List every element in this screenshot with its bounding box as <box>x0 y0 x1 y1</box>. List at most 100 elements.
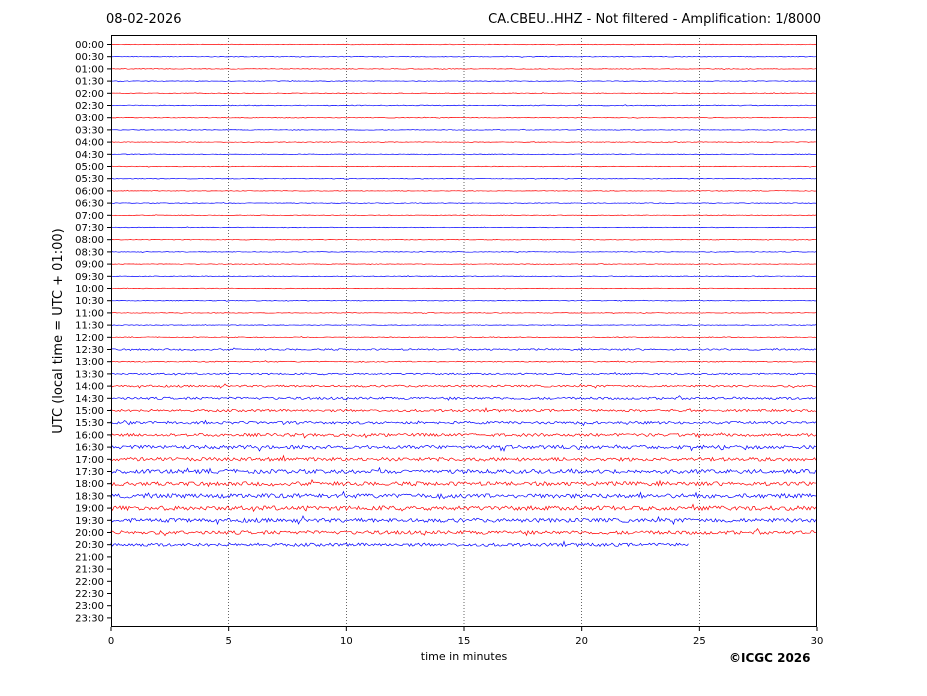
y-tick-label: 17:30 <box>75 467 104 478</box>
y-tick-label: 14:30 <box>75 394 104 405</box>
y-tick-label: 13:30 <box>75 369 104 380</box>
seismic-trace <box>110 490 817 500</box>
seismic-trace <box>110 347 817 352</box>
y-tick-label: 09:30 <box>75 272 104 283</box>
y-tick-label: 20:00 <box>75 528 104 539</box>
seismic-trace <box>110 432 817 439</box>
y-tick-label: 06:00 <box>75 186 104 197</box>
seismic-trace <box>110 324 817 326</box>
y-tick-label: 19:00 <box>75 504 104 515</box>
seismic-trace <box>110 395 817 401</box>
x-tick-label: 5 <box>225 636 231 647</box>
x-tick-label: 25 <box>693 636 706 647</box>
seismic-trace <box>110 263 817 265</box>
x-tick-label: 0 <box>108 636 114 647</box>
y-tick-label: 06:30 <box>75 199 104 210</box>
y-tick-label: 11:30 <box>75 321 104 332</box>
x-tick-label: 20 <box>575 636 588 647</box>
seismic-trace <box>110 116 817 119</box>
grid-lines <box>228 35 700 627</box>
y-tick-label: 03:30 <box>75 125 104 136</box>
seismic-trace <box>110 444 817 452</box>
seismic-trace <box>110 238 817 241</box>
seismic-trace <box>110 312 817 314</box>
seismic-trace <box>110 55 817 58</box>
y-tick-label: 21:30 <box>75 565 104 576</box>
seismic-trace <box>110 528 817 537</box>
x-tick-label: 30 <box>811 636 824 647</box>
y-tick-label: 16:00 <box>75 430 104 441</box>
seismic-trace <box>110 478 817 488</box>
seismic-trace <box>110 189 817 192</box>
y-tick-label: 04:00 <box>75 138 104 149</box>
y-tick-label: 14:00 <box>75 382 104 393</box>
seismic-trace <box>110 466 817 475</box>
y-tick-label: 03:00 <box>75 113 104 124</box>
seismic-trace <box>110 360 817 363</box>
seismic-trace <box>110 141 817 143</box>
y-tick-label: 21:00 <box>75 552 104 563</box>
y-tick-label: 01:00 <box>75 64 104 75</box>
y-tick-label: 01:30 <box>75 77 104 88</box>
y-tick-label: 08:30 <box>75 247 104 258</box>
y-tick-label: 12:30 <box>75 345 104 356</box>
seismic-trace <box>110 419 817 427</box>
traces <box>110 43 817 548</box>
y-tick-label: 07:30 <box>75 223 104 234</box>
seismic-trace <box>110 67 817 70</box>
seismic-trace <box>110 336 817 339</box>
y-tick-label: 10:30 <box>75 296 104 307</box>
y-tick-label: 08:00 <box>75 235 104 246</box>
seismic-trace <box>110 153 817 156</box>
y-tick-label: 13:00 <box>75 357 104 368</box>
y-tick-label: 20:30 <box>75 540 104 551</box>
seismic-trace <box>110 287 817 290</box>
y-tick-label: 02:00 <box>75 89 104 100</box>
seismic-trace <box>110 104 817 107</box>
x-tick-label: 15 <box>458 636 471 647</box>
y-tick-label: 15:00 <box>75 406 104 417</box>
seismic-trace <box>110 226 817 229</box>
y-tick-label: 18:00 <box>75 479 104 490</box>
y-tick-label: 02:30 <box>75 101 104 112</box>
seismic-trace <box>110 372 817 376</box>
seismic-trace <box>110 92 817 95</box>
seismic-trace <box>110 275 817 278</box>
y-tick-label: 23:30 <box>75 613 104 624</box>
chart-title: CA.CBEU..HHZ - Not filtered - Amplificat… <box>488 12 821 27</box>
y-tick-label: 00:00 <box>75 40 104 51</box>
copyright-credit: ©ICGC 2026 <box>729 651 811 665</box>
seismic-trace <box>110 503 817 513</box>
seismic-trace <box>110 454 817 462</box>
plot-frame <box>111 35 817 627</box>
seismic-trace <box>110 250 817 253</box>
y-tick-label: 16:30 <box>75 443 104 454</box>
y-tick-label: 23:00 <box>75 601 104 612</box>
seismic-trace <box>110 165 817 168</box>
y-tick-label: 15:30 <box>75 418 104 429</box>
seismic-trace <box>110 407 817 413</box>
seismic-trace <box>110 128 817 131</box>
y-tick-label: 05:30 <box>75 174 104 185</box>
seismic-trace <box>110 214 817 217</box>
x-axis-label: time in minutes <box>421 650 508 663</box>
y-tick-label: 19:30 <box>75 516 104 527</box>
y-tick-label: 12:00 <box>75 333 104 344</box>
seismic-trace <box>110 80 817 83</box>
y-tick-label: 22:00 <box>75 577 104 588</box>
y-tick-label: 11:00 <box>75 308 104 319</box>
y-tick-label: 09:00 <box>75 260 104 271</box>
y-tick-label: 05:00 <box>75 162 104 173</box>
y-tick-label: 07:00 <box>75 211 104 222</box>
seismic-trace <box>110 177 817 180</box>
y-tick-label: 17:00 <box>75 455 104 466</box>
x-tick-label: 10 <box>340 636 353 647</box>
y-tick-label: 18:30 <box>75 491 104 502</box>
seismic-trace <box>110 515 817 526</box>
y-tick-label: 04:30 <box>75 150 104 161</box>
y-tick-label: 10:00 <box>75 284 104 295</box>
date-label: 08-02-2026 <box>106 12 182 27</box>
y-axis-label: UTC (local time = UTC + 01:00) <box>51 228 66 433</box>
